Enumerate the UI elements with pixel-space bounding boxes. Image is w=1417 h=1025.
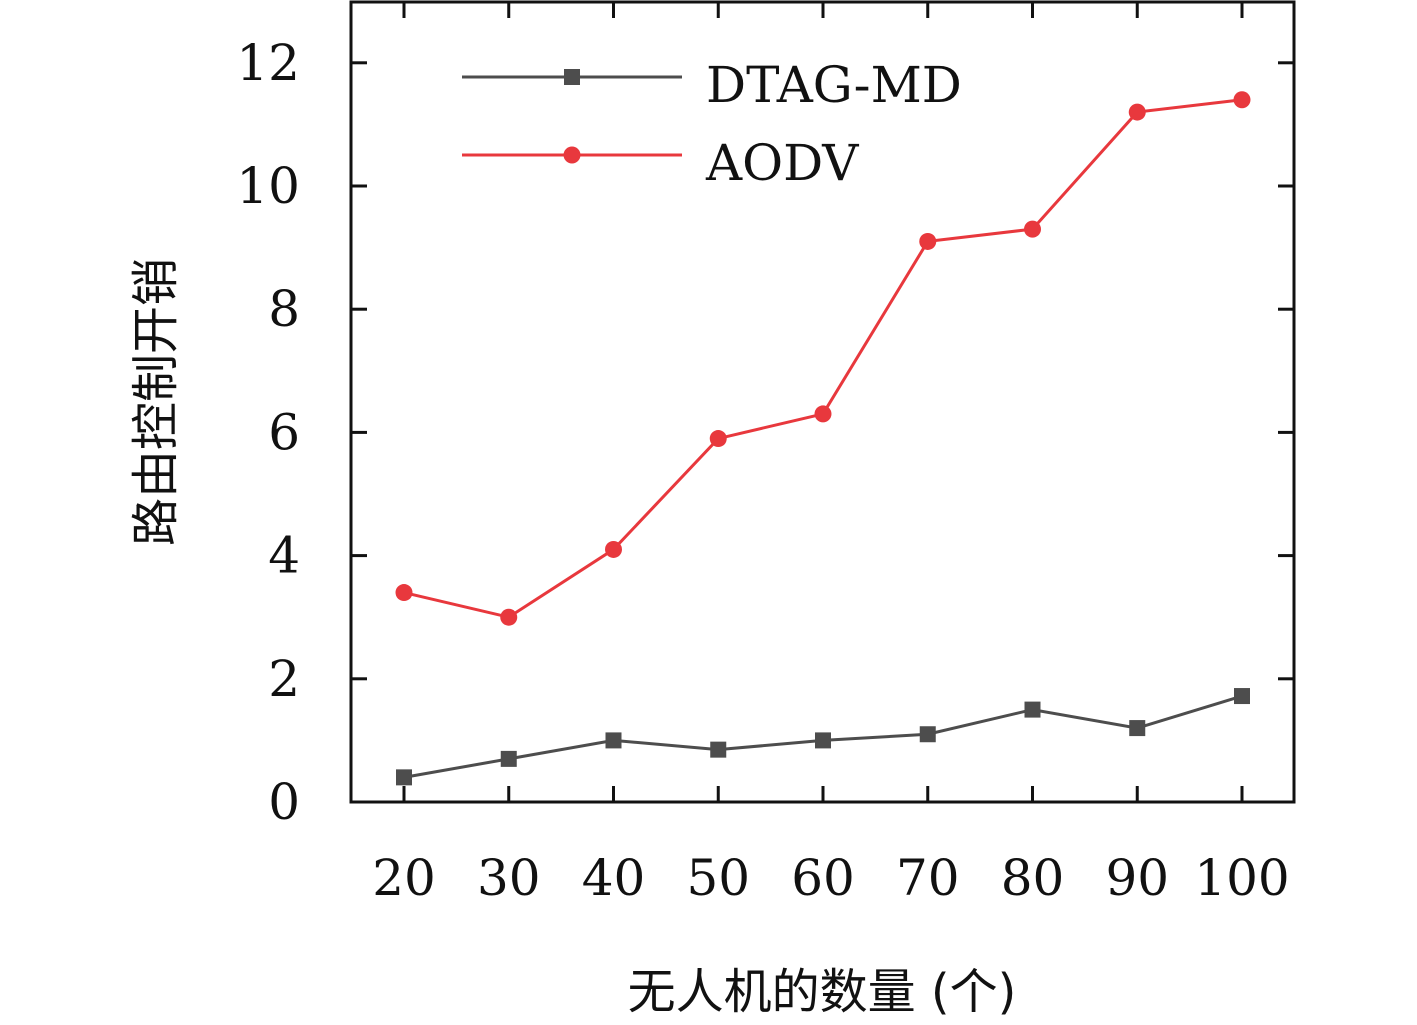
x-tick-label: 50: [686, 849, 750, 907]
data-point: [919, 232, 937, 250]
legend-label: DTAG-MD: [706, 56, 962, 114]
data-point: [814, 405, 832, 423]
data-point: [1024, 220, 1041, 238]
x-tick-label: 60: [791, 849, 855, 907]
y-tick-label: 2: [268, 650, 300, 708]
x-tick-label: 20: [372, 849, 436, 907]
legend-label: AODV: [705, 134, 859, 192]
x-tick-label: 90: [1105, 849, 1169, 907]
legend-marker: [563, 146, 581, 164]
data-point: [1024, 701, 1041, 718]
data-point: [1128, 103, 1146, 121]
data-point: [605, 540, 622, 558]
data-point: [1233, 91, 1251, 109]
y-tick-label: 12: [236, 34, 300, 92]
legend: DTAG-MD AODV: [462, 56, 962, 192]
y-tick-label: 4: [268, 527, 300, 585]
y-tick-label: 6: [268, 403, 300, 461]
data-point: [1129, 720, 1146, 737]
y-axis-title: 路由控制开销: [128, 258, 184, 546]
data-point: [500, 608, 518, 626]
data-point: [605, 732, 622, 749]
x-tick-label: 40: [582, 849, 646, 907]
y-tick-label: 0: [268, 773, 300, 831]
x-tick-label: 30: [477, 849, 541, 907]
data-point: [500, 750, 517, 767]
x-axis-ticks: 20 30 40 50 60 70 80 90 100: [372, 2, 1290, 907]
y-tick-label: 10: [236, 157, 300, 215]
data-point: [396, 769, 412, 786]
data-point: [815, 732, 831, 749]
data-point: [919, 726, 936, 743]
plot-series: [395, 91, 1251, 786]
legend-marker: [564, 69, 580, 85]
x-axis-title: 无人机的数量 (个): [628, 964, 1017, 1020]
plot-frame: [349, 0, 1296, 804]
y-axis-ticks: 0 2 4 6 8 10 12: [236, 34, 1294, 831]
data-point: [1234, 688, 1250, 705]
data-point: [395, 584, 413, 602]
data-point: [710, 741, 727, 758]
x-tick-label: 100: [1194, 849, 1289, 907]
x-tick-label: 70: [896, 849, 960, 907]
y-tick-label: 8: [268, 280, 300, 338]
x-tick-label: 80: [1001, 849, 1065, 907]
data-point: [709, 430, 727, 448]
